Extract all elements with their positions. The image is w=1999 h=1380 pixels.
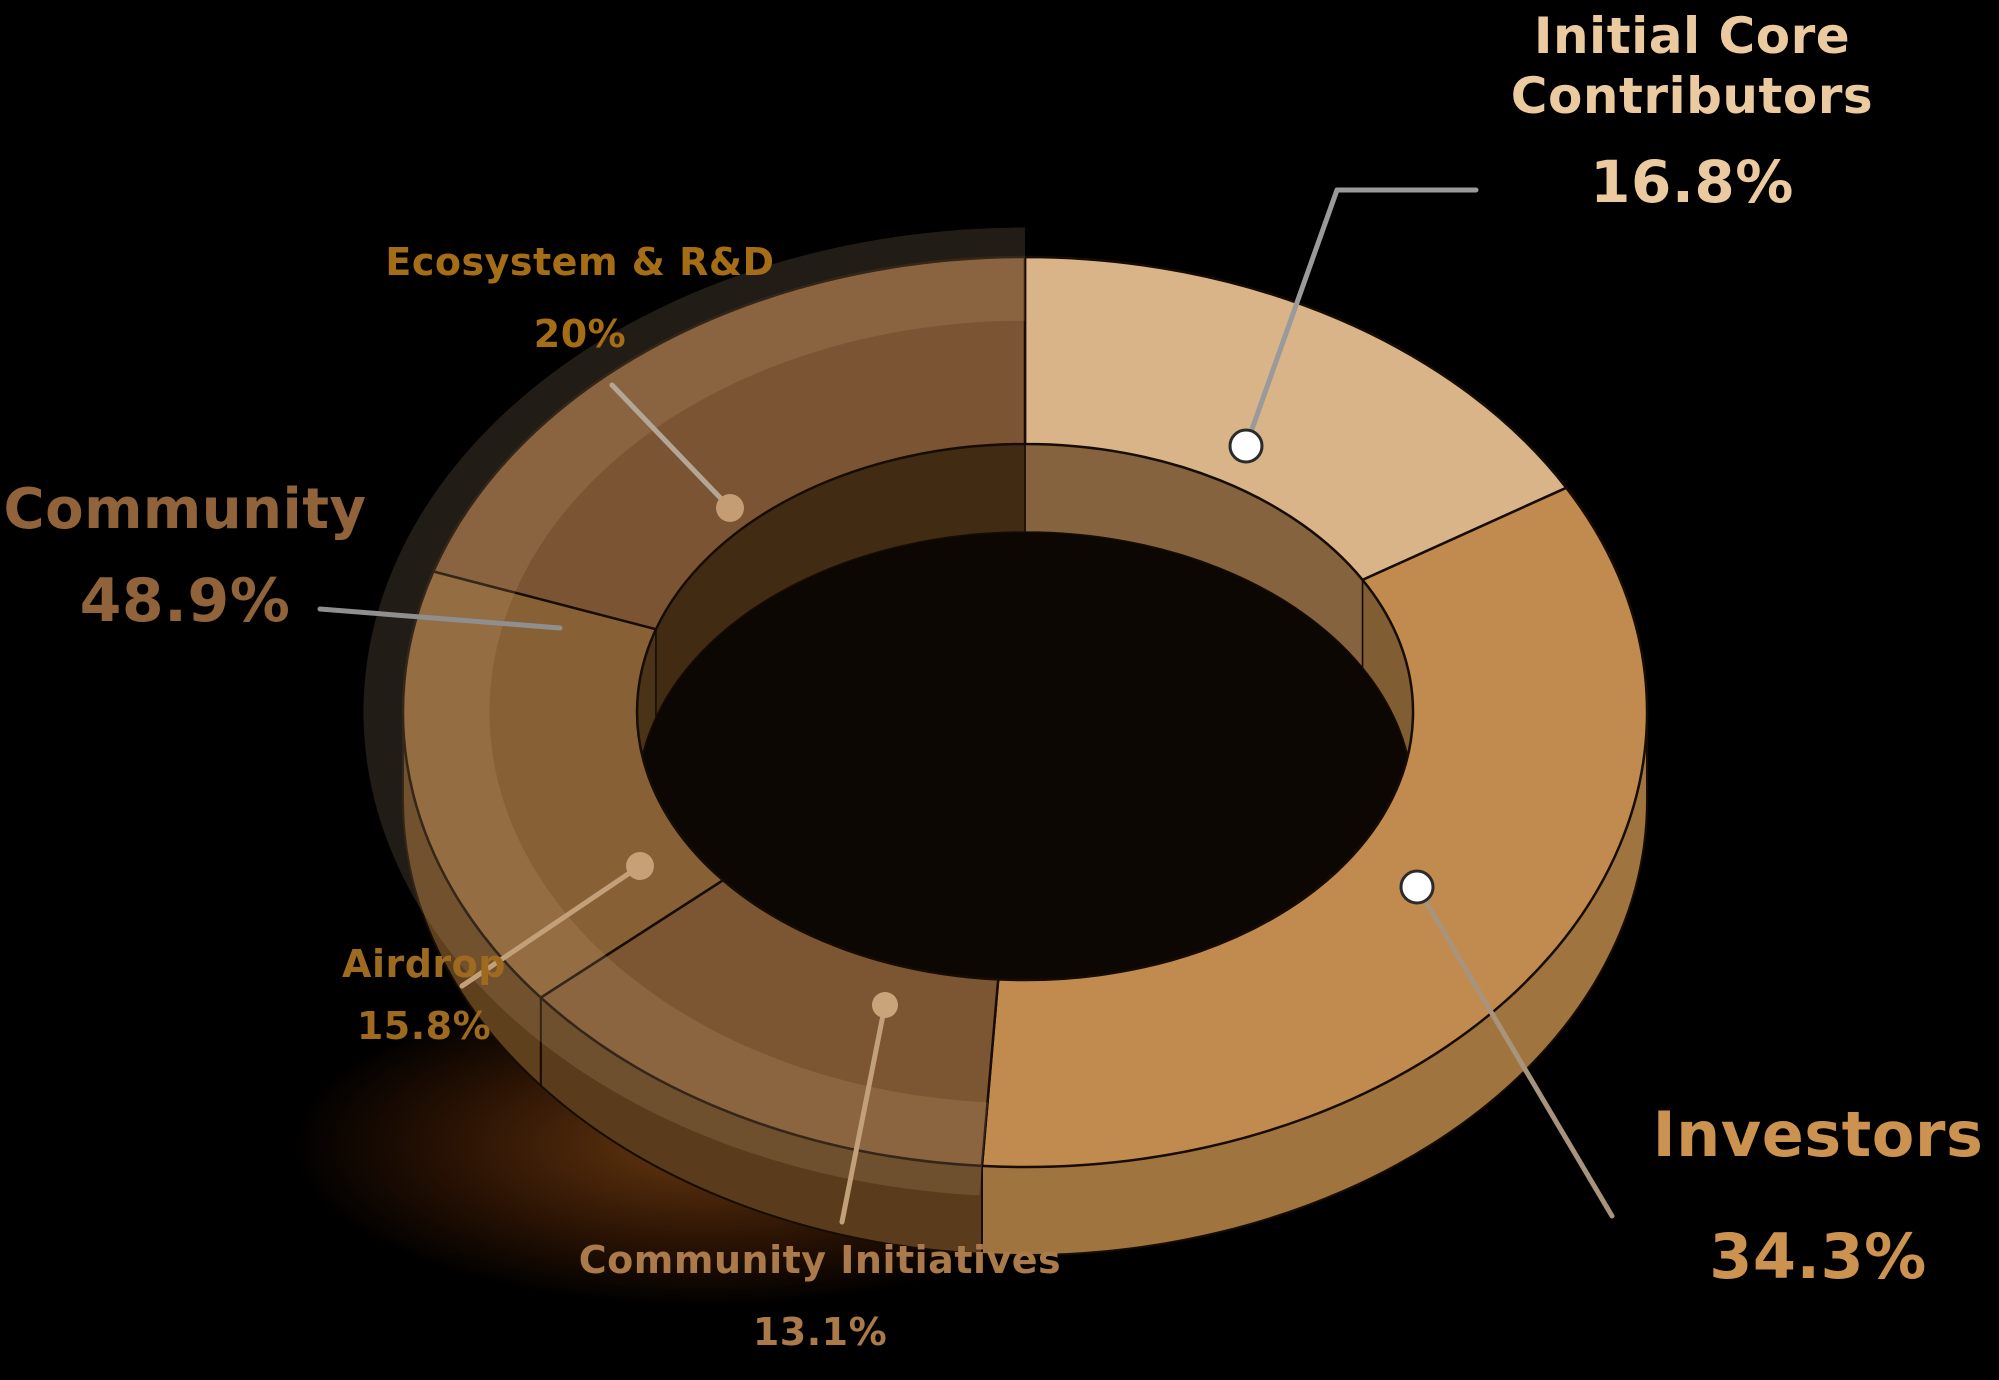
donut-hole xyxy=(637,532,1413,980)
marker-dot-community-initiatives xyxy=(872,992,898,1018)
leader-line-ecosystem-rd xyxy=(609,382,733,511)
slice-community-initiatives xyxy=(539,878,1000,1168)
community-ghost-overlay xyxy=(363,227,1025,1196)
leader-line-investors xyxy=(1414,884,1615,1219)
marker-dot-initial-core-contributors xyxy=(1228,428,1264,464)
marker-dot-airdrop xyxy=(626,852,654,880)
leader-line-community-initiatives xyxy=(839,1002,888,1225)
leader-line-community xyxy=(317,606,563,631)
marker-dot-investors xyxy=(1399,869,1435,905)
slice-airdrop xyxy=(401,570,725,999)
leader-line-airdrop xyxy=(459,863,643,989)
leader-line-initial-core-contributors xyxy=(1243,187,1479,449)
marker-dot-ecosystem-rd xyxy=(716,494,744,522)
slice-initial-core-contributors xyxy=(1023,255,1568,582)
slice-ecosystem-r-d xyxy=(432,255,1027,631)
